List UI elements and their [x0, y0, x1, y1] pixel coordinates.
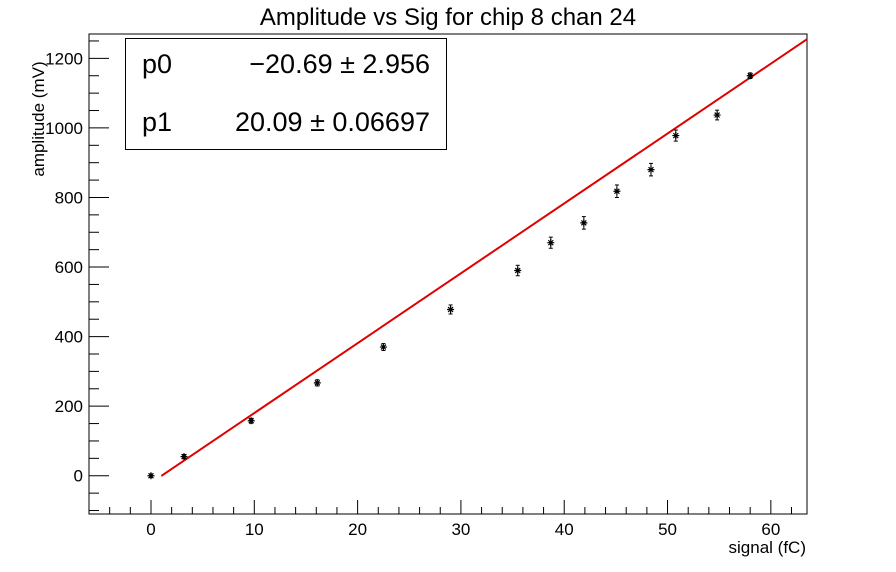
- y-tick-label: 800: [55, 188, 83, 207]
- param-value: 20.09 ± 0.06697: [235, 107, 430, 137]
- fit-param-row: p0 −20.69 ± 2.956: [126, 49, 446, 89]
- star-marker: [580, 219, 588, 227]
- star-marker: [313, 379, 321, 387]
- x-tick-label: 0: [146, 520, 155, 539]
- star-marker: [647, 166, 655, 174]
- data-point: [313, 379, 321, 387]
- star-marker: [746, 72, 754, 80]
- x-tick-label: 60: [761, 520, 780, 539]
- y-tick-label: 600: [55, 258, 83, 277]
- data-point: [580, 216, 588, 230]
- y-tick-label: 400: [55, 328, 83, 347]
- y-tick-label: 1200: [45, 49, 83, 68]
- chart-title: Amplitude vs Sig for chip 8 chan 24: [259, 4, 637, 31]
- data-point: [379, 343, 387, 352]
- star-marker: [613, 187, 621, 195]
- fit-param-row: p1 20.09 ± 0.06697: [126, 107, 446, 147]
- data-point: [713, 109, 721, 121]
- x-tick-label: 20: [348, 520, 367, 539]
- plot-frame: [88, 33, 808, 515]
- data-point: [447, 304, 455, 315]
- star-marker: [713, 111, 721, 119]
- x-tick-label: 40: [555, 520, 574, 539]
- y-tick-label: 0: [74, 467, 83, 486]
- data-point: [746, 72, 754, 80]
- data-point: [247, 417, 255, 425]
- x-tick-label: 30: [451, 520, 470, 539]
- data-points: [147, 72, 754, 480]
- star-marker: [547, 239, 555, 247]
- star-marker: [447, 305, 455, 313]
- x-axis-label: signal (fC): [728, 538, 806, 557]
- data-point: [180, 453, 188, 461]
- fit-line: [160, 38, 808, 477]
- fit-line-group: [160, 38, 808, 477]
- data-point: [547, 236, 555, 249]
- param-name: p0: [142, 49, 173, 79]
- y-tick-label: 1000: [45, 119, 83, 138]
- star-marker: [672, 132, 680, 140]
- data-point: [613, 184, 621, 198]
- star-marker: [180, 453, 188, 461]
- x-tick-label: 50: [658, 520, 677, 539]
- param-value: −20.69 ± 2.956: [249, 49, 430, 79]
- y-axis-label: amplitude (mV): [29, 61, 48, 177]
- y-tick-label: 200: [55, 397, 83, 416]
- star-marker: [147, 472, 155, 480]
- param-name: p1: [142, 107, 173, 137]
- data-point: [514, 264, 522, 277]
- star-marker: [247, 417, 255, 425]
- x-tick-label: 10: [245, 520, 264, 539]
- star-marker: [379, 343, 387, 351]
- data-point: [647, 162, 655, 177]
- fit-stats-box: p0 −20.69 ± 2.956 p1 20.09 ± 0.06697: [125, 38, 447, 150]
- star-marker: [514, 267, 522, 275]
- data-point: [147, 472, 155, 480]
- data-point: [672, 129, 680, 142]
